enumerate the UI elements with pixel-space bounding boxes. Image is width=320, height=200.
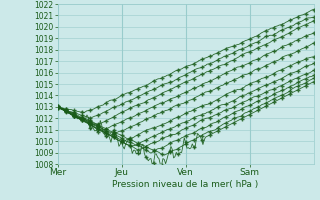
X-axis label: Pression niveau de la mer( hPa ): Pression niveau de la mer( hPa ): [112, 180, 259, 189]
